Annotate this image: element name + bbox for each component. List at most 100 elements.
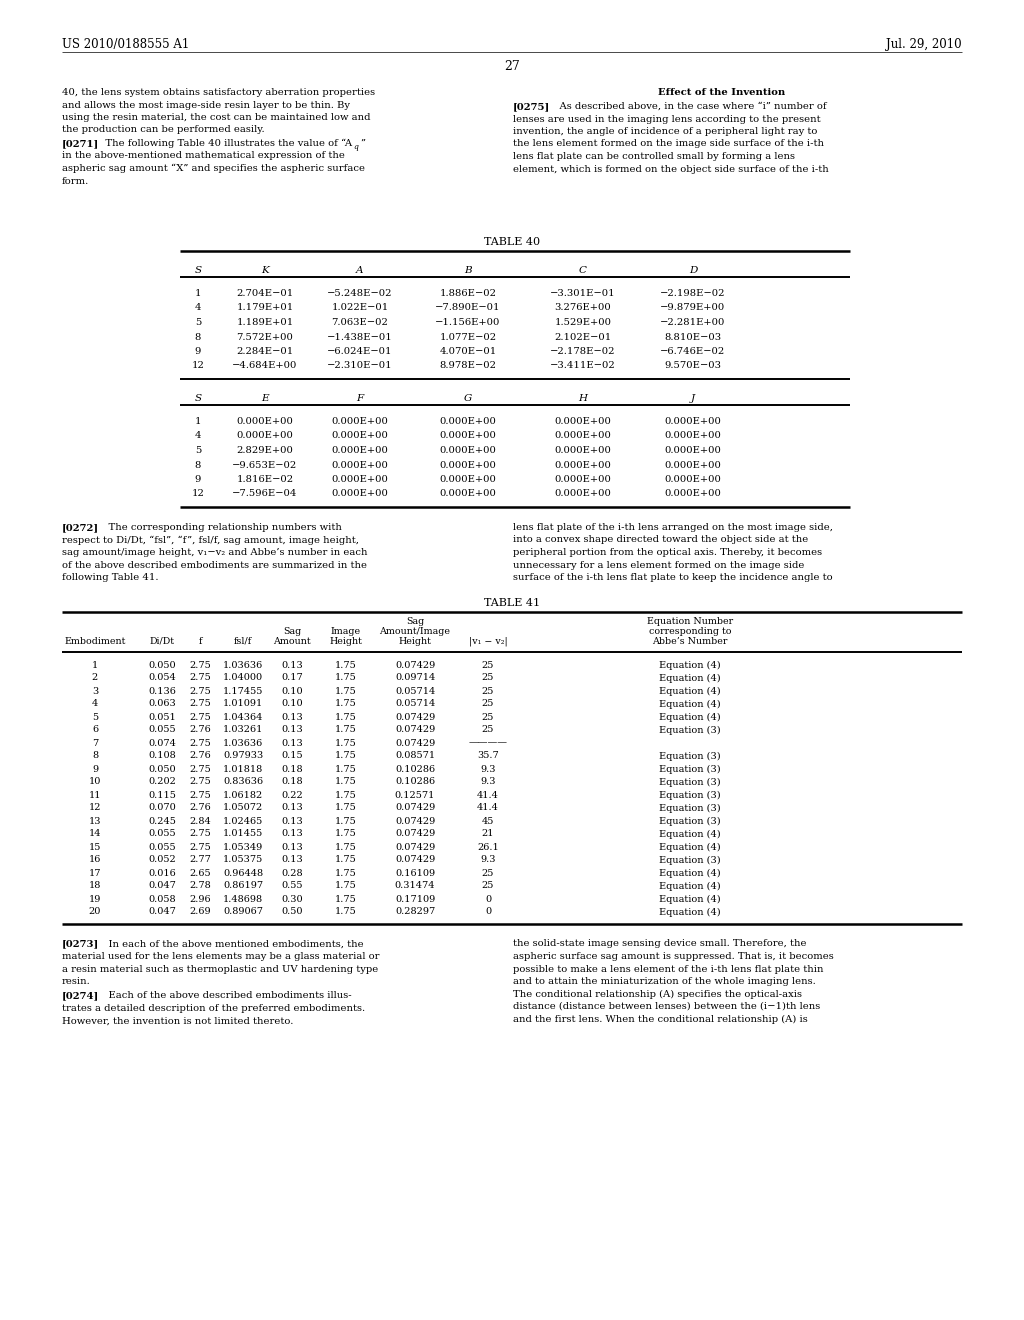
Text: −3.301E−01: −3.301E−01 xyxy=(550,289,615,298)
Text: trates a detailed description of the preferred embodiments.: trates a detailed description of the pre… xyxy=(62,1005,366,1012)
Text: aspheric sag amount “X” and specifies the aspheric surface: aspheric sag amount “X” and specifies th… xyxy=(62,164,365,173)
Text: 0.108: 0.108 xyxy=(148,751,176,760)
Text: 9: 9 xyxy=(195,475,201,484)
Text: 0.07429: 0.07429 xyxy=(395,713,435,722)
Text: 2: 2 xyxy=(92,673,98,682)
Text: 0.050: 0.050 xyxy=(148,660,176,669)
Text: 0.13: 0.13 xyxy=(282,738,303,747)
Text: 0.10: 0.10 xyxy=(282,700,303,709)
Text: 8: 8 xyxy=(195,333,201,342)
Text: 0.97933: 0.97933 xyxy=(223,751,263,760)
Text: 18: 18 xyxy=(89,882,101,891)
Text: 15: 15 xyxy=(89,842,101,851)
Text: 0.13: 0.13 xyxy=(282,726,303,734)
Text: 0.13: 0.13 xyxy=(282,842,303,851)
Text: 0.000E+00: 0.000E+00 xyxy=(332,432,388,441)
Text: the production can be performed easily.: the production can be performed easily. xyxy=(62,125,264,135)
Text: 35.7: 35.7 xyxy=(477,751,499,760)
Text: 0.07429: 0.07429 xyxy=(395,842,435,851)
Text: −9.653E−02: −9.653E−02 xyxy=(232,461,298,470)
Text: 1.06182: 1.06182 xyxy=(223,791,263,800)
Text: 41.4: 41.4 xyxy=(477,804,499,813)
Text: However, the invention is not limited thereto.: However, the invention is not limited th… xyxy=(62,1016,293,1026)
Text: The following Table 40 illustrates the value of “A: The following Table 40 illustrates the v… xyxy=(96,139,352,148)
Text: 3: 3 xyxy=(92,686,98,696)
Text: 2.75: 2.75 xyxy=(189,660,211,669)
Text: 0.000E+00: 0.000E+00 xyxy=(665,432,722,441)
Text: 9.3: 9.3 xyxy=(480,777,496,787)
Text: 0.08571: 0.08571 xyxy=(395,751,435,760)
Text: Amount/Image: Amount/Image xyxy=(380,627,451,635)
Text: 0.050: 0.050 xyxy=(148,764,176,774)
Text: fsl/f: fsl/f xyxy=(233,636,252,645)
Text: into a convex shape directed toward the object side at the: into a convex shape directed toward the … xyxy=(513,536,808,544)
Text: 45: 45 xyxy=(482,817,495,825)
Text: Equation (4): Equation (4) xyxy=(659,700,721,709)
Text: lens flat plate of the i-th lens arranged on the most image side,: lens flat plate of the i-th lens arrange… xyxy=(513,523,833,532)
Text: Equation (4): Equation (4) xyxy=(659,882,721,891)
Text: 0.07429: 0.07429 xyxy=(395,660,435,669)
Text: 25: 25 xyxy=(482,686,495,696)
Text: 2.65: 2.65 xyxy=(189,869,211,878)
Text: 0.055: 0.055 xyxy=(148,829,176,838)
Text: Jul. 29, 2010: Jul. 29, 2010 xyxy=(887,38,962,51)
Text: 9.3: 9.3 xyxy=(480,855,496,865)
Text: peripheral portion from the optical axis. Thereby, it becomes: peripheral portion from the optical axis… xyxy=(513,548,822,557)
Text: 1.02465: 1.02465 xyxy=(223,817,263,825)
Text: Equation (4): Equation (4) xyxy=(659,908,721,916)
Text: 0.000E+00: 0.000E+00 xyxy=(555,461,611,470)
Text: 5: 5 xyxy=(92,713,98,722)
Text: 0.13: 0.13 xyxy=(282,829,303,838)
Text: 0.245: 0.245 xyxy=(148,817,176,825)
Text: 1.01091: 1.01091 xyxy=(223,700,263,709)
Text: 0.055: 0.055 xyxy=(148,842,176,851)
Text: following Table 41.: following Table 41. xyxy=(62,573,159,582)
Text: 1.75: 1.75 xyxy=(335,660,357,669)
Text: 0: 0 xyxy=(485,908,492,916)
Text: 1.75: 1.75 xyxy=(335,726,357,734)
Text: Height: Height xyxy=(330,636,362,645)
Text: Equation Number: Equation Number xyxy=(647,616,733,626)
Text: unnecessary for a lens element formed on the image side: unnecessary for a lens element formed on… xyxy=(513,561,805,569)
Text: Equation (3): Equation (3) xyxy=(659,777,721,787)
Text: 0.000E+00: 0.000E+00 xyxy=(332,490,388,499)
Text: 1.04364: 1.04364 xyxy=(223,713,263,722)
Text: 40, the lens system obtains satisfactory aberration properties: 40, the lens system obtains satisfactory… xyxy=(62,88,375,96)
Text: sag amount/image height, v₁−v₂ and Abbe’s number in each: sag amount/image height, v₁−v₂ and Abbe’… xyxy=(62,548,368,557)
Text: 0.96448: 0.96448 xyxy=(223,869,263,878)
Text: Equation (4): Equation (4) xyxy=(659,673,721,682)
Text: 0.12571: 0.12571 xyxy=(395,791,435,800)
Text: |v₁ − v₂|: |v₁ − v₂| xyxy=(469,636,507,645)
Text: Equation (4): Equation (4) xyxy=(659,713,721,722)
Text: 1.75: 1.75 xyxy=(335,829,357,838)
Text: Image: Image xyxy=(331,627,361,635)
Text: −4.684E+00: −4.684E+00 xyxy=(232,362,298,371)
Text: 25: 25 xyxy=(482,882,495,891)
Text: 2.76: 2.76 xyxy=(189,726,211,734)
Text: 1.179E+01: 1.179E+01 xyxy=(237,304,294,313)
Text: Height: Height xyxy=(398,636,431,645)
Text: 1.189E+01: 1.189E+01 xyxy=(237,318,294,327)
Text: 1.75: 1.75 xyxy=(335,673,357,682)
Text: 2.75: 2.75 xyxy=(189,764,211,774)
Text: 0.047: 0.047 xyxy=(148,908,176,916)
Text: 0.000E+00: 0.000E+00 xyxy=(439,461,497,470)
Text: 12: 12 xyxy=(191,362,205,371)
Text: f: f xyxy=(199,636,202,645)
Text: possible to make a lens element of the i-th lens flat plate thin: possible to make a lens element of the i… xyxy=(513,965,823,974)
Text: 2.75: 2.75 xyxy=(189,738,211,747)
Text: Equation (3): Equation (3) xyxy=(659,751,721,760)
Text: 2.75: 2.75 xyxy=(189,777,211,787)
Text: 0.074: 0.074 xyxy=(148,738,176,747)
Text: and allows the most image-side resin layer to be thin. By: and allows the most image-side resin lay… xyxy=(62,100,350,110)
Text: Equation (4): Equation (4) xyxy=(659,660,721,669)
Text: B: B xyxy=(464,267,472,275)
Text: 1.03636: 1.03636 xyxy=(223,738,263,747)
Text: using the resin material, the cost can be maintained low and: using the resin material, the cost can b… xyxy=(62,114,371,121)
Text: 0.115: 0.115 xyxy=(148,791,176,800)
Text: Sag: Sag xyxy=(283,627,301,635)
Text: 25: 25 xyxy=(482,660,495,669)
Text: 9.3: 9.3 xyxy=(480,764,496,774)
Text: of the above described embodiments are summarized in the: of the above described embodiments are s… xyxy=(62,561,367,569)
Text: lenses are used in the imaging lens according to the present: lenses are used in the imaging lens acco… xyxy=(513,115,820,124)
